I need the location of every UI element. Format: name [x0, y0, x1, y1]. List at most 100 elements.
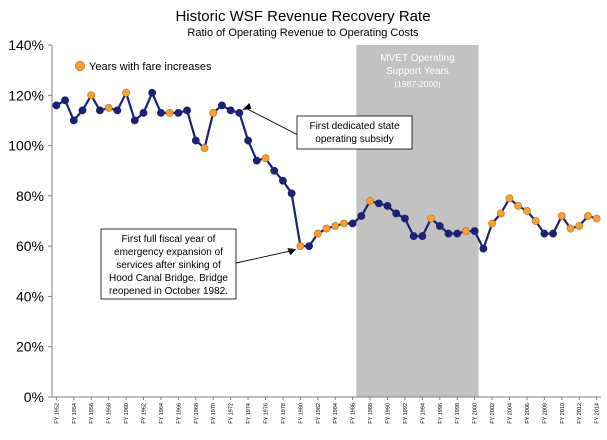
annotation-text: services after sinking of — [116, 260, 221, 271]
axis-layer — [48, 44, 601, 400]
x-tick-label: FY 1958 — [107, 403, 113, 424]
x-tick-label: FY 1988 — [368, 403, 374, 424]
data-point — [244, 136, 252, 145]
data-point — [392, 209, 401, 218]
data-point — [218, 101, 226, 110]
data-point-fare-increase — [462, 227, 470, 235]
data-point-fare-increase — [122, 88, 130, 97]
chart-subtitle: Ratio of Operating Revenue to Operating … — [187, 27, 419, 39]
data-point-fare-increase — [340, 219, 348, 228]
x-tick-label: FY 1976 — [264, 403, 270, 424]
legend: Years with fare increases — [75, 61, 212, 73]
data-point-fare-increase — [427, 214, 435, 223]
x-tick-label: FY 1990 — [386, 403, 392, 424]
data-point-fare-increase — [313, 229, 322, 238]
annotation-arrowhead — [287, 248, 297, 256]
shade-layer: MVET Operating Support Years (1987-2000) — [356, 45, 479, 397]
data-point-fare-increase — [531, 217, 540, 225]
y-tick-label: 20% — [16, 339, 44, 355]
x-tick-label: FY 1972 — [229, 403, 235, 424]
data-point — [540, 229, 549, 238]
annotation-text: operating subsidy — [315, 134, 393, 145]
x-tick-label: FY 1980 — [298, 403, 304, 424]
shaded-region-label: MVET Operating — [380, 53, 454, 64]
annotation-text: emergency expansion of — [114, 247, 223, 258]
annotation-text: First full fiscal year of — [122, 234, 216, 245]
y-tick-label: 140% — [8, 37, 44, 53]
data-point — [226, 106, 235, 115]
x-tick-label: FY 1986 — [351, 403, 357, 424]
y-tick-label: 100% — [8, 138, 44, 154]
chart-title: Historic WSF Revenue Recovery Rate — [175, 8, 430, 25]
data-point-fare-increase — [488, 219, 496, 228]
data-point — [191, 136, 200, 145]
data-point — [174, 108, 183, 117]
data-point — [383, 202, 392, 210]
y-tick-label: 0% — [24, 389, 44, 405]
x-tick-label: FY 1978 — [281, 403, 287, 424]
data-point-fare-increase — [87, 91, 96, 100]
y-tick-labels: 0% 20% 40% 60% 80% 100% 120% 140% — [8, 37, 44, 405]
x-tick-label: FY 1974 — [246, 403, 252, 424]
annotation-box — [296, 115, 413, 150]
shaded-region — [356, 45, 479, 397]
x-tick-label: FY 2012 — [577, 403, 583, 424]
data-point — [148, 88, 157, 97]
x-tick-label: FY 2008 — [542, 403, 548, 424]
data-point — [479, 244, 488, 253]
x-tick-label: FY 1960 — [124, 403, 130, 424]
data-point — [444, 229, 453, 238]
data-point — [305, 242, 313, 251]
data-point — [287, 189, 296, 198]
annotation-leader — [245, 107, 298, 135]
x-tick-label: FY 2006 — [525, 403, 531, 424]
y-tick-label: 60% — [16, 238, 44, 254]
data-point — [418, 232, 427, 240]
shaded-region-label: Support Years — [386, 66, 449, 77]
data-point-fare-increase — [557, 212, 566, 220]
x-tick-label: FY 1996 — [438, 403, 444, 424]
data-point — [270, 166, 279, 175]
data-point — [78, 106, 87, 115]
data-point — [235, 108, 244, 117]
data-point-fare-increase — [592, 214, 601, 223]
x-tick-label: FY 1970 — [211, 403, 217, 424]
annotation-arrowhead — [242, 102, 252, 110]
x-tick-labels: FY 1952 FY 1954 FY 1956 FY 1958 FY 1960 FY 19… — [54, 403, 600, 424]
data-point-fare-increase — [523, 207, 531, 215]
annotation-text: First dedicated state — [309, 121, 399, 132]
annotation-text: Hood Canal Bridge. Bridge — [109, 273, 228, 284]
legend-label: Years with fare increases — [89, 61, 212, 73]
data-point — [409, 232, 418, 240]
y-tick-label: 40% — [16, 288, 44, 304]
data-point-fare-increase — [209, 108, 218, 117]
data-point — [139, 108, 148, 117]
data-point — [183, 106, 191, 115]
x-tick-label: FY 1994 — [420, 403, 426, 424]
annotation-text: reopened in October 1982. — [109, 286, 228, 297]
y-tick-label: 120% — [8, 87, 44, 103]
data-point — [549, 229, 557, 238]
data-point — [279, 176, 287, 185]
x-tick-label: FY 1968 — [194, 403, 200, 424]
data-point-fare-increase — [496, 209, 505, 218]
data-point-fare-increase — [566, 224, 575, 233]
data-point — [435, 222, 444, 230]
data-point-fare-increase — [261, 154, 270, 163]
x-tick-label: FY 1952 — [54, 403, 60, 424]
x-tick-label: FY 2014 — [595, 403, 601, 424]
data-point — [357, 212, 366, 220]
data-point-fare-increase — [296, 242, 305, 251]
data-point-fare-increase — [165, 108, 174, 117]
data-point — [348, 219, 357, 228]
x-tick-label: FY 1982 — [316, 403, 322, 424]
data-point — [470, 227, 479, 235]
data-point — [113, 106, 122, 115]
data-point — [61, 96, 69, 105]
data-point — [69, 116, 78, 125]
x-tick-label: FY 1954 — [72, 403, 78, 424]
x-tick-label: FY 1992 — [403, 403, 409, 424]
x-tick-label: FY 2004 — [508, 403, 514, 424]
annotation-leader — [235, 249, 295, 264]
